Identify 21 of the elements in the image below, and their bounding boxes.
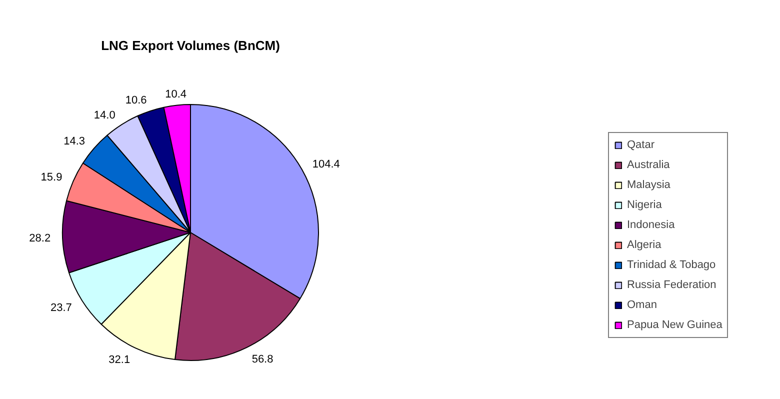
legend-label: Papua New Guinea bbox=[627, 318, 722, 332]
data-label: 14.3 bbox=[64, 135, 86, 148]
data-label: 10.4 bbox=[165, 88, 187, 100]
legend-label: Qatar bbox=[627, 138, 655, 152]
legend-label: Algeria bbox=[627, 238, 662, 252]
legend-label: Malaysia bbox=[627, 178, 670, 192]
legend-label: Nigeria bbox=[627, 198, 662, 212]
data-label: 14.0 bbox=[94, 109, 116, 122]
legend-label: Indonesia bbox=[627, 218, 675, 232]
legend-label: Russia Federation bbox=[627, 278, 716, 292]
data-label: 15.9 bbox=[40, 171, 62, 184]
data-label: 32.1 bbox=[108, 354, 130, 366]
legend-label: Australia bbox=[627, 158, 670, 172]
chart-title: LNG Export Volumes (BnCM) bbox=[101, 38, 280, 53]
legend-label: Oman bbox=[627, 298, 657, 312]
data-label: 104.4 bbox=[312, 158, 340, 171]
data-label: 23.7 bbox=[50, 302, 72, 314]
data-label: 28.2 bbox=[29, 232, 51, 244]
legend-label: Trinidad & Tobago bbox=[627, 258, 716, 272]
data-label: 10.6 bbox=[125, 94, 147, 107]
data-label: 56.8 bbox=[252, 353, 274, 366]
